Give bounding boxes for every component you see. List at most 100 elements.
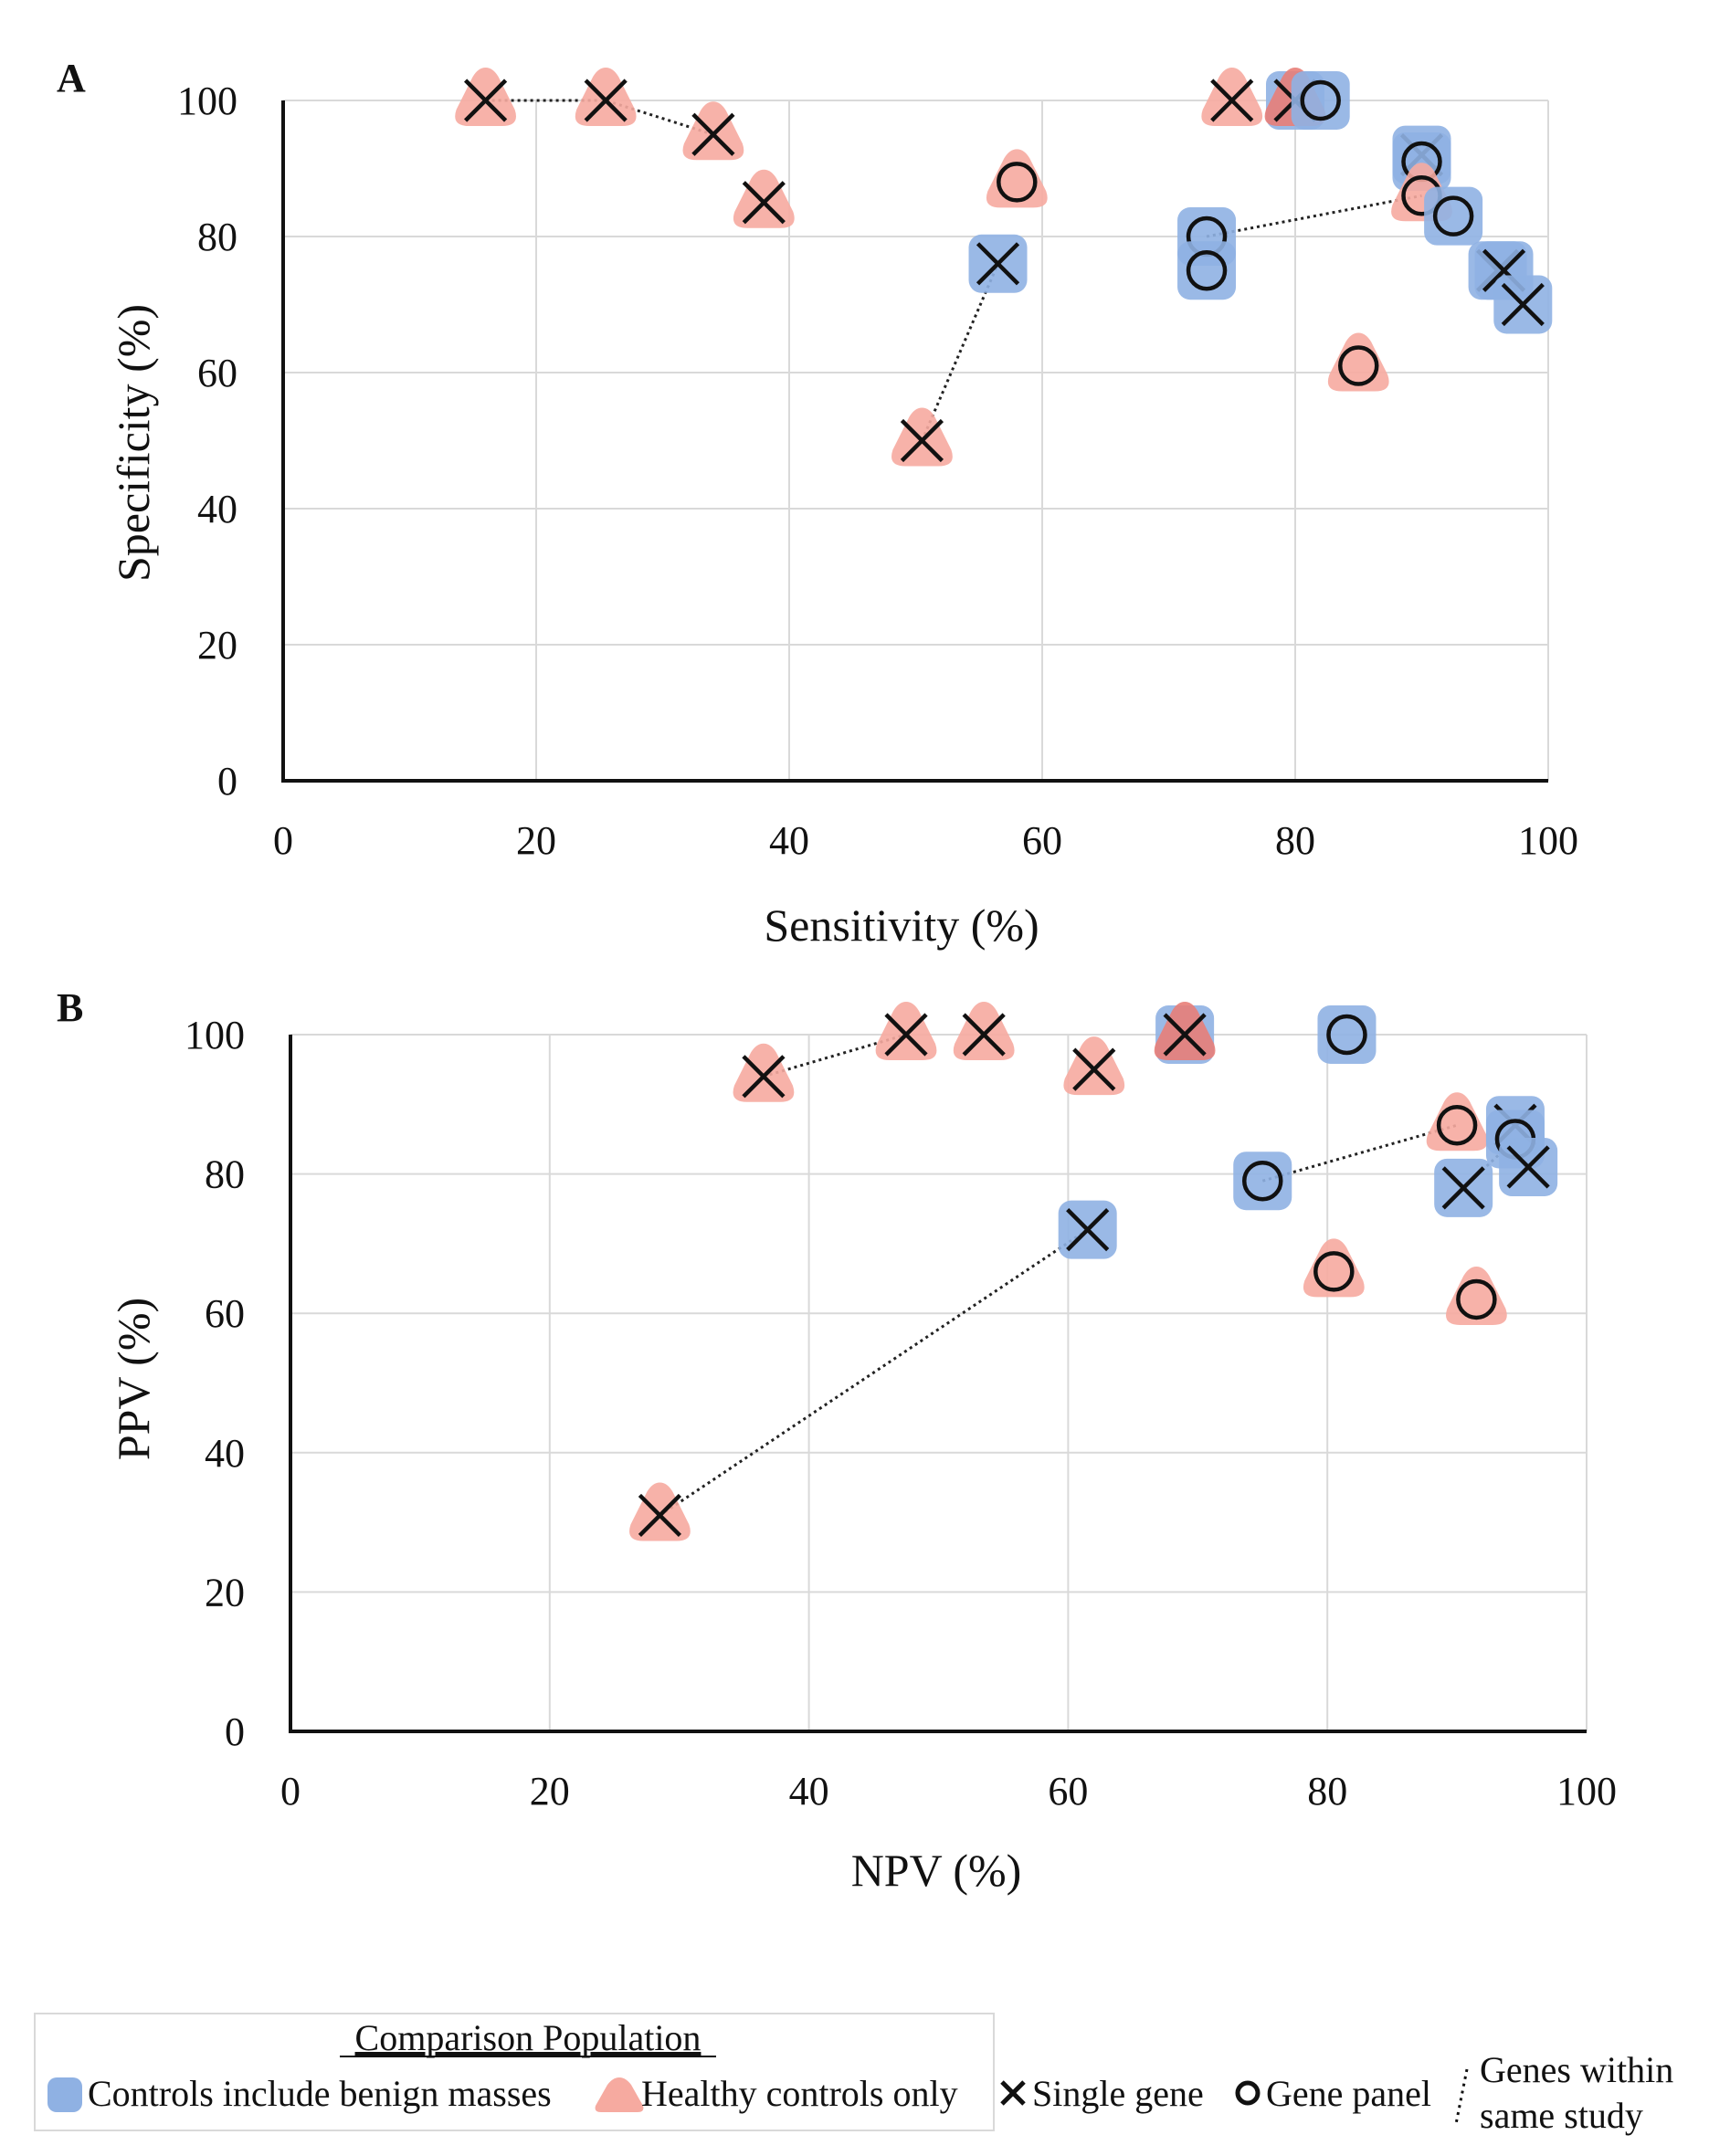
single-gene-mark [742, 1055, 786, 1099]
gene-panel-mark [1326, 1014, 1367, 1056]
healthy-marker [1154, 1002, 1216, 1060]
data-point-b [1434, 1158, 1493, 1217]
healthy-marker [875, 1002, 937, 1060]
single-gene-mark [584, 79, 628, 122]
y-tick-label-b: 100 [185, 1013, 245, 1057]
x-axis-label-b: NPV (%) [851, 1845, 1022, 1896]
data-point-a [986, 149, 1048, 208]
data-point-b [1303, 1238, 1365, 1298]
single-gene-mark [884, 1013, 928, 1057]
legend-single-gene-label: Single gene [1032, 2073, 1204, 2114]
x-tick-label-b: 0 [280, 1769, 301, 1814]
x-tick-label-a: 0 [273, 818, 293, 863]
data-point-b [1499, 1137, 1558, 1196]
data-point-a [575, 68, 637, 126]
data-point-a [1291, 71, 1350, 130]
axes-a [281, 100, 1548, 783]
x-tick-label-a: 100 [1518, 818, 1578, 863]
data-point-a [682, 101, 744, 161]
study-lines-b [659, 1033, 1517, 1517]
points-a [455, 68, 1553, 467]
single-gene-mark [1441, 1166, 1485, 1210]
single-gene-mark [464, 79, 508, 122]
single-gene-mark [1066, 1208, 1110, 1252]
single-gene-mark [1501, 282, 1545, 327]
y-tick-label-b: 60 [205, 1291, 245, 1336]
y-tick-label-a: 60 [197, 351, 237, 395]
y-tick-label-a: 40 [197, 487, 237, 531]
study-line-b [659, 1228, 1089, 1517]
study-line-a [921, 263, 999, 442]
data-point-a [1201, 68, 1263, 126]
data-point-a [455, 68, 516, 126]
x-tick-label-b: 40 [789, 1769, 829, 1814]
data-point-a [1177, 241, 1237, 300]
data-point-b [1058, 1200, 1117, 1259]
healthy-marker [1063, 1036, 1125, 1096]
study-line-a [485, 99, 714, 136]
x-tick-label-b: 100 [1556, 1769, 1617, 1814]
legend-benign-swatch [47, 2077, 82, 2112]
gene-panel-mark [1456, 1278, 1497, 1320]
data-point-b [733, 1043, 795, 1102]
healthy-marker [891, 407, 953, 467]
data-point-b [1426, 1092, 1488, 1152]
legend: Comparison Population Controls include b… [34, 2013, 1673, 2136]
legend-study-label-2: same study [1480, 2095, 1643, 2136]
healthy-marker [455, 68, 516, 126]
single-gene-mark [1163, 1013, 1207, 1057]
x-tick-label-b: 60 [1048, 1769, 1088, 1814]
gene-panel-mark [997, 162, 1038, 203]
gene-panel-mark [1242, 1160, 1283, 1202]
legend-x-marker-icon [1000, 2080, 1026, 2106]
healthy-marker [1201, 68, 1263, 126]
ticks-b: 0 20 40 60 80 100 0 20 40 60 80 100 [185, 1013, 1617, 1814]
legend-healthy-swatch [595, 2077, 644, 2112]
panel-label-b: B [57, 985, 83, 1030]
panel-label-a: A [57, 56, 86, 100]
healthy-marker [629, 1482, 691, 1541]
gene-panel-mark [1186, 250, 1228, 291]
benign-marker [1233, 1152, 1292, 1211]
y-tick-label-a: 100 [177, 79, 237, 123]
data-point-a [1327, 332, 1389, 392]
y-axis-label-b: PPV (%) [108, 1298, 159, 1460]
data-point-b [1063, 1036, 1125, 1096]
data-point-b [1446, 1266, 1507, 1325]
gene-panel-mark [1300, 79, 1341, 121]
legend-title: Comparison Population [355, 2017, 701, 2058]
y-tick-label-a: 0 [217, 759, 237, 804]
x-tick-label-b: 80 [1307, 1769, 1347, 1814]
legend-gene-panel-label: Gene panel [1266, 2073, 1431, 2114]
legend-dotted-line-icon [1454, 2068, 1469, 2125]
gene-panel-mark [1436, 1104, 1478, 1146]
x-tick-label-a: 60 [1022, 818, 1062, 863]
legend-box [34, 2013, 995, 2131]
y-tick-label-b: 40 [205, 1431, 245, 1476]
x-tick-label-a: 40 [769, 818, 809, 863]
single-gene-mark [1506, 1145, 1550, 1189]
single-gene-mark [962, 1013, 1006, 1057]
data-point-a [968, 234, 1028, 293]
legend-o-marker-icon [1235, 2080, 1261, 2106]
data-point-b [1154, 1002, 1216, 1064]
y-tick-label-b: 20 [205, 1570, 245, 1614]
single-gene-mark [638, 1493, 682, 1538]
single-gene-mark [900, 418, 944, 463]
data-point-b [875, 1002, 937, 1060]
single-gene-mark [691, 112, 735, 156]
gene-panel-mark [1338, 345, 1379, 386]
axes-b [289, 1035, 1587, 1733]
y-tick-label-b: 0 [225, 1709, 245, 1754]
grid-b [290, 1034, 1588, 1731]
chart-b: B 0 20 40 60 80 100 0 20 40 60 80 100 NPV (%) PPV (… [57, 985, 1617, 1896]
data-point-b [629, 1482, 691, 1541]
benign-marker [1424, 186, 1483, 246]
study-line-b [1261, 1123, 1458, 1183]
single-gene-mark [976, 242, 1020, 286]
benign-marker [1317, 1005, 1377, 1064]
healthy-marker [733, 169, 795, 228]
study-line-a [1206, 194, 1422, 238]
benign-marker [1177, 241, 1237, 300]
data-point-a [891, 407, 953, 467]
